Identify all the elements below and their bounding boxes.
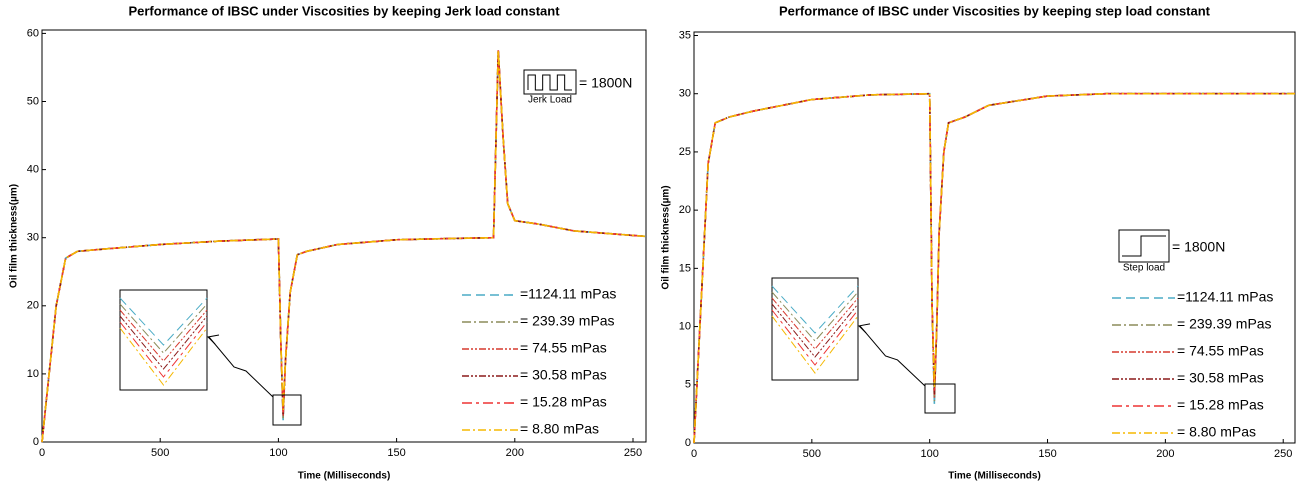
x-tick-label: 200 <box>506 447 524 459</box>
load-name: Step load <box>1123 263 1165 274</box>
y-tick-label: 20 <box>679 204 691 216</box>
y-tick-label: 0 <box>685 437 691 449</box>
x-tick-label: 200 <box>1156 448 1174 460</box>
inset-line <box>771 315 859 374</box>
x-tick-label: 0 <box>39 447 45 459</box>
inset-line <box>771 297 859 350</box>
chart-title: Performance of IBSC under Viscosities by… <box>779 3 1211 18</box>
y-tick-label: 60 <box>27 27 39 39</box>
chart-panel: Performance of IBSC under Viscosities by… <box>661 3 1296 482</box>
x-tick-label: 150 <box>387 447 405 459</box>
inset-line <box>119 297 208 346</box>
x-tick-label: 250 <box>1274 448 1292 460</box>
y-axis-label: Oil film thickness(µm) <box>9 184 20 288</box>
inset-line <box>771 303 859 358</box>
y-tick-label: 15 <box>679 262 691 274</box>
inset-line <box>119 309 208 362</box>
x-tick-label: 150 <box>1038 448 1056 460</box>
x-tick-label: 100 <box>269 447 287 459</box>
load-name: Jerk Load <box>528 95 572 106</box>
x-axis-label: Time (Milliseconds) <box>298 471 391 482</box>
y-tick-label: 10 <box>679 320 691 332</box>
inset-line <box>119 321 208 378</box>
zoom-arrow-head <box>206 334 220 345</box>
y-tick-label: 5 <box>685 379 691 391</box>
legend-label: = 30.58 mPas <box>520 367 607 383</box>
y-tick-label: 0 <box>33 436 39 448</box>
y-tick-label: 20 <box>27 300 39 312</box>
x-axis-label: Time (Milliseconds) <box>948 471 1041 482</box>
zoom-arrow <box>859 325 926 387</box>
load-icon-frame <box>1118 229 1170 263</box>
zoom-box <box>272 394 302 426</box>
legend-label: = 15.28 mPas <box>520 394 607 410</box>
legend-label: = 74.55 mPas <box>520 340 607 356</box>
legend-label: = 239.39 mPas <box>1177 316 1272 332</box>
zoom-arrow-head <box>857 323 871 334</box>
load-icon-wave <box>1122 235 1166 257</box>
legend-label: =1124.11 mPas <box>520 286 616 302</box>
legend-label: =1124.11 mPas <box>1177 289 1273 305</box>
x-tick-label: 500 <box>803 448 821 460</box>
y-tick-label: 35 <box>679 29 691 41</box>
load-annotation: = 1800N <box>1172 239 1225 255</box>
y-tick-label: 30 <box>27 232 39 244</box>
y-tick-label: 50 <box>27 95 39 107</box>
data-line <box>41 50 645 443</box>
y-tick-label: 30 <box>679 88 691 100</box>
zoom-box <box>924 383 956 414</box>
legend-label: = 239.39 mPas <box>520 313 615 329</box>
legend-label: = 8.80 mPas <box>520 421 599 437</box>
inset-line <box>771 291 859 342</box>
chart-panel: Performance of IBSC under Viscosities by… <box>9 3 647 482</box>
y-tick-label: 40 <box>27 164 39 176</box>
inset-line <box>119 327 208 386</box>
x-tick-label: 0 <box>691 448 697 460</box>
inset-line <box>771 309 859 366</box>
inset-line <box>119 303 208 354</box>
x-tick-label: 250 <box>624 447 642 459</box>
load-icon-wave <box>527 74 572 91</box>
y-tick-label: 25 <box>679 146 691 158</box>
x-tick-label: 100 <box>921 448 939 460</box>
y-tick-label: 10 <box>27 368 39 380</box>
chart-title: Performance of IBSC under Viscosities by… <box>128 3 560 18</box>
y-axis-label: Oil film thickness(µm) <box>661 185 672 289</box>
inset-line <box>771 285 859 334</box>
legend-label: = 8.80 mPas <box>1177 424 1256 440</box>
legend-label: = 15.28 mPas <box>1177 397 1264 413</box>
legend-label: = 74.55 mPas <box>1177 343 1264 359</box>
inset-frame <box>119 289 208 391</box>
legend-label: = 30.58 mPas <box>1177 370 1264 386</box>
inset-line <box>119 315 208 370</box>
x-tick-label: 500 <box>151 447 169 459</box>
zoom-arrow <box>208 336 274 398</box>
load-annotation: = 1800N <box>579 75 632 91</box>
data-line <box>693 92 1295 444</box>
